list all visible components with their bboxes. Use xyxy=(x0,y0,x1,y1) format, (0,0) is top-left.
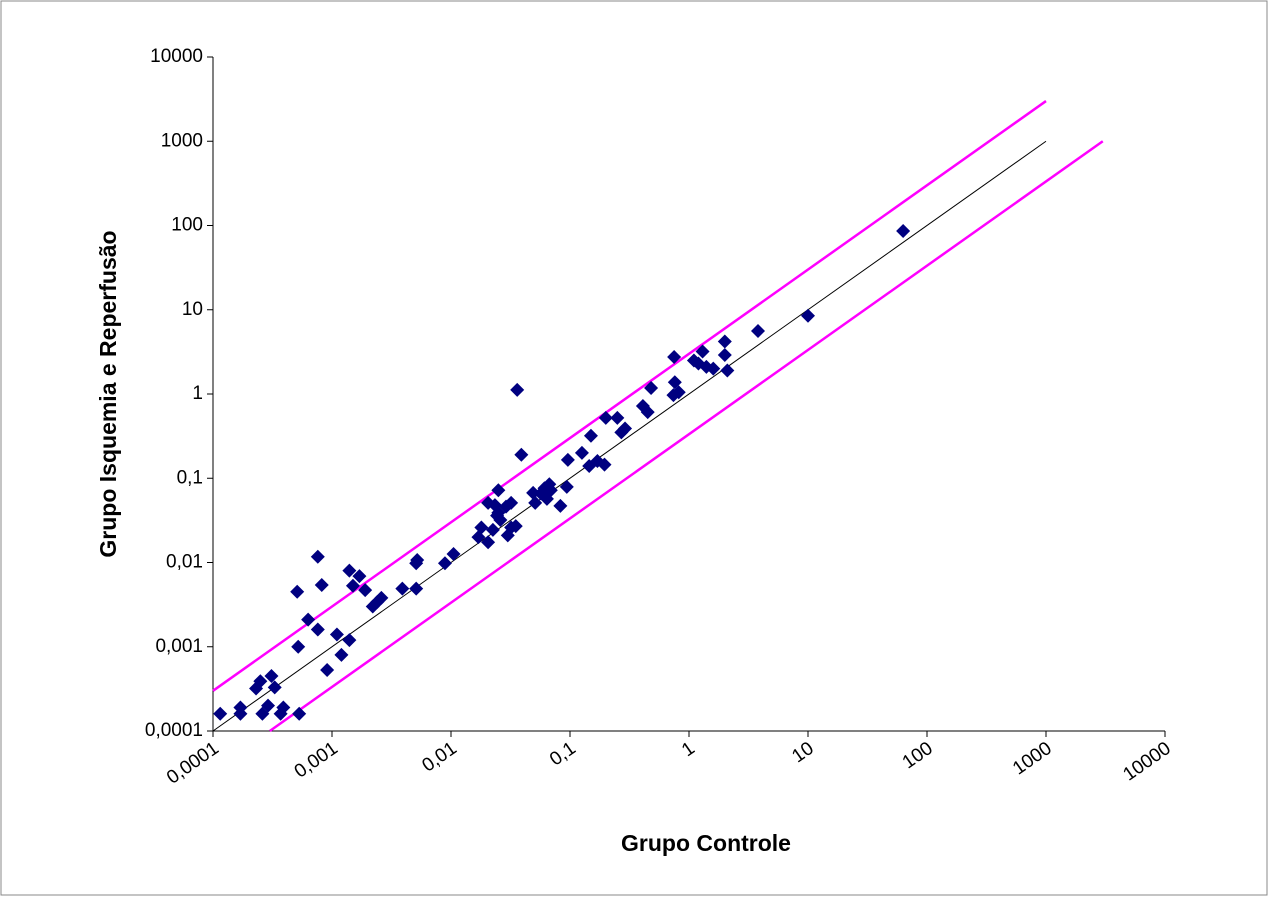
point xyxy=(301,612,316,627)
point xyxy=(310,549,325,564)
y-tick-label: 0,1 xyxy=(177,467,203,488)
y-axis-title: Grupo Isquemia e Reperfusão xyxy=(95,230,121,557)
y-tick-label: 1 xyxy=(192,383,203,404)
point xyxy=(801,308,815,323)
point xyxy=(342,633,357,648)
point xyxy=(618,421,633,436)
reference-line xyxy=(212,100,1047,692)
point xyxy=(695,344,710,359)
point xyxy=(640,405,655,420)
point xyxy=(352,569,367,584)
y-tick-label: 0,01 xyxy=(166,552,203,573)
point xyxy=(291,639,306,654)
point xyxy=(292,706,307,721)
point xyxy=(717,334,732,349)
point xyxy=(409,581,424,596)
point xyxy=(329,627,344,642)
x-axis-title: Grupo Controle xyxy=(621,830,791,856)
point xyxy=(610,410,625,425)
point xyxy=(510,382,525,397)
point xyxy=(437,556,452,571)
point xyxy=(290,584,305,599)
point xyxy=(374,590,389,605)
point xyxy=(514,447,529,462)
point xyxy=(560,452,575,467)
point xyxy=(345,578,360,593)
point xyxy=(334,647,349,662)
point xyxy=(310,622,325,637)
point xyxy=(253,674,268,689)
point xyxy=(671,385,686,400)
point xyxy=(213,706,228,721)
point xyxy=(264,668,279,683)
point xyxy=(491,483,506,498)
point xyxy=(261,698,276,713)
point xyxy=(485,522,500,537)
y-tick-label: 10000 xyxy=(150,46,203,67)
point xyxy=(553,498,568,513)
point xyxy=(358,583,373,598)
point xyxy=(267,680,282,695)
point xyxy=(481,535,496,550)
point xyxy=(543,483,558,498)
point xyxy=(504,495,519,510)
point xyxy=(508,519,523,534)
point xyxy=(446,547,461,562)
y-tick-label: 0,001 xyxy=(155,636,203,657)
point xyxy=(395,581,410,596)
point xyxy=(342,563,357,578)
point xyxy=(320,662,335,677)
point xyxy=(896,224,911,239)
point xyxy=(559,479,574,494)
point xyxy=(499,499,514,514)
point xyxy=(706,361,721,376)
point xyxy=(276,700,291,715)
point xyxy=(750,323,765,338)
point xyxy=(410,553,425,568)
point xyxy=(314,578,329,593)
y-tick-label: 0,0001 xyxy=(145,720,203,741)
point xyxy=(597,457,612,472)
reference-line xyxy=(212,140,1047,732)
point xyxy=(644,380,659,395)
point xyxy=(717,348,732,363)
point xyxy=(667,349,682,364)
point xyxy=(526,485,541,500)
y-tick-label: 100 xyxy=(171,215,203,236)
point xyxy=(583,428,598,443)
point xyxy=(574,445,589,460)
y-tick-label: 10 xyxy=(182,299,203,320)
point xyxy=(720,363,735,378)
point xyxy=(474,520,489,535)
point xyxy=(598,410,613,425)
reference-line xyxy=(269,140,1104,733)
y-tick-label: 1000 xyxy=(161,130,203,151)
point xyxy=(528,495,543,510)
point xyxy=(233,706,248,721)
point xyxy=(493,512,508,527)
